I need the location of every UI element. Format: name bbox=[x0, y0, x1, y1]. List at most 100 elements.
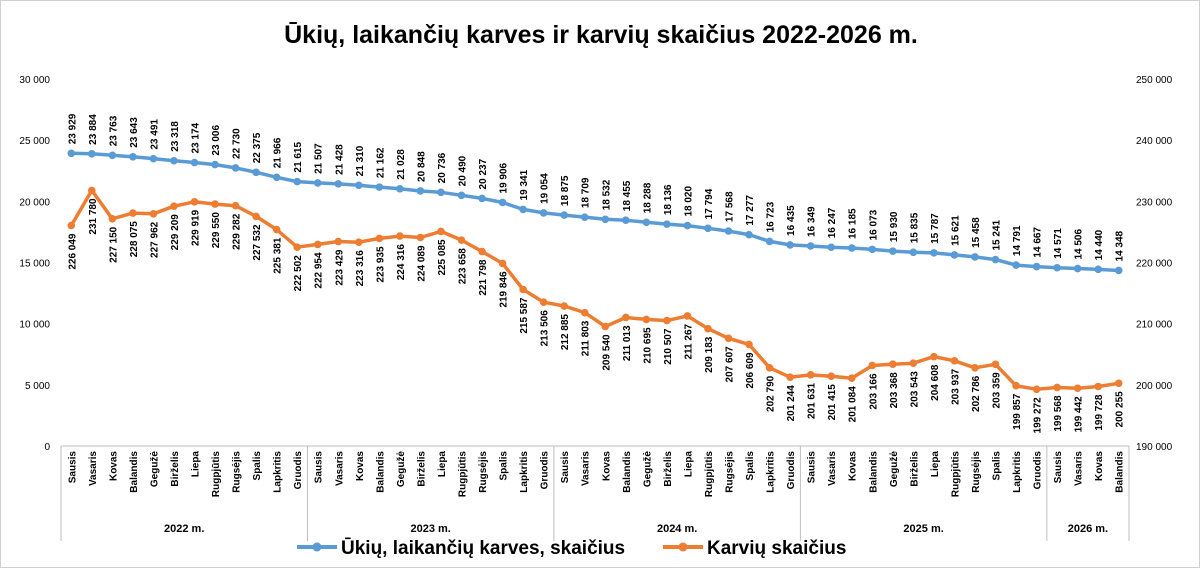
farms-data-label: 18 709 bbox=[581, 177, 592, 208]
farms-series-line bbox=[71, 151, 1119, 273]
x-category-label: Spalis bbox=[252, 451, 263, 481]
x-category-label: Rugsėjis bbox=[971, 451, 982, 493]
farms-data-point bbox=[991, 255, 1000, 264]
cows-data-label: 215 587 bbox=[519, 297, 530, 334]
y-left-tick-label: 10 000 bbox=[19, 320, 50, 331]
cows-data-point bbox=[334, 237, 343, 246]
farms-data-point bbox=[478, 194, 486, 203]
x-category-label: Vasaris bbox=[827, 451, 838, 486]
chart-title: Ūkių, laikančių karves ir karvių skaičiu… bbox=[284, 21, 918, 49]
y-left-tick-label: 25 000 bbox=[19, 136, 50, 147]
cows-data-point bbox=[519, 285, 527, 294]
cows-data-point bbox=[642, 315, 651, 324]
y-right-tick-label: 230 000 bbox=[1136, 197, 1173, 208]
cows-data-point bbox=[252, 212, 260, 221]
cows-data-label: 200 255 bbox=[1115, 391, 1126, 428]
cows-data-label: 203 368 bbox=[889, 372, 900, 409]
cows-data-point bbox=[827, 372, 835, 380]
farms-data-label: 20 490 bbox=[458, 155, 469, 186]
cows-data-label: 201 084 bbox=[848, 386, 859, 423]
cows-data-label: 222 954 bbox=[314, 252, 325, 289]
cows-data-label: 203 359 bbox=[992, 372, 1003, 409]
x-category-label: Sausis bbox=[67, 451, 78, 484]
y-right-tick-label: 220 000 bbox=[1136, 259, 1173, 270]
farms-data-label: 14 667 bbox=[1033, 227, 1044, 258]
farms-data-point bbox=[930, 249, 938, 257]
farms-data-label: 18 288 bbox=[642, 182, 653, 213]
cows-data-label: 222 502 bbox=[293, 255, 304, 292]
x-category-label: Lapkritis bbox=[519, 451, 530, 493]
cows-data-point bbox=[396, 232, 404, 240]
farms-data-label: 17 794 bbox=[704, 188, 715, 219]
farms-data-point bbox=[1114, 266, 1123, 275]
cows-data-label: 211 803 bbox=[581, 320, 592, 356]
cows-data-label: 226 049 bbox=[67, 233, 78, 270]
farms-data-point bbox=[108, 151, 117, 160]
cows-data-point bbox=[560, 302, 568, 310]
x-category-label: Vasaris bbox=[1074, 451, 1085, 486]
y-left-tick-label: 0 bbox=[44, 442, 50, 453]
x-category-label: Vasaris bbox=[334, 451, 345, 486]
cows-data-point bbox=[1114, 379, 1123, 388]
y-right-tick-label: 190 000 bbox=[1136, 442, 1173, 453]
farms-data-point bbox=[355, 181, 363, 190]
farms-data-point bbox=[231, 164, 240, 172]
x-category-label: Rugsėjis bbox=[725, 451, 736, 493]
farms-data-point bbox=[868, 245, 877, 254]
y-left-tick-label: 20 000 bbox=[19, 197, 50, 208]
cows-data-point bbox=[1053, 383, 1061, 392]
cows-data-point bbox=[868, 361, 877, 370]
legend-marker-cows bbox=[678, 542, 688, 552]
y-left-tick-label: 5 000 bbox=[25, 381, 50, 392]
farms-data-label: 21 162 bbox=[375, 147, 386, 178]
cows-data-label: 211 013 bbox=[622, 325, 633, 361]
cows-data-label: 228 075 bbox=[129, 221, 140, 258]
cows-data-point bbox=[211, 200, 219, 208]
x-category-label: Spalis bbox=[745, 451, 756, 481]
cows-data-point bbox=[950, 356, 959, 365]
cows-data-point bbox=[375, 234, 384, 243]
x-category-label: Gegužė bbox=[889, 451, 900, 488]
farms-data-label: 18 020 bbox=[683, 186, 694, 217]
year-label: 2024 m. bbox=[657, 523, 697, 535]
cows-data-label: 201 415 bbox=[827, 384, 838, 421]
cows-data-label: 202 790 bbox=[766, 375, 777, 412]
x-category-label: Liepa bbox=[437, 451, 448, 478]
x-category-label: Gruodis bbox=[293, 451, 304, 490]
cows-data-point bbox=[683, 312, 692, 320]
cows-data-point bbox=[663, 316, 671, 325]
cows-data-label: 229 919 bbox=[191, 209, 202, 246]
x-category-label: Balandis bbox=[129, 451, 140, 493]
cows-data-label: 203 166 bbox=[868, 373, 879, 410]
cows-data-label: 227 150 bbox=[108, 226, 119, 263]
farms-data-point bbox=[724, 227, 733, 235]
cows-data-point bbox=[765, 363, 774, 372]
cows-data-point bbox=[231, 201, 240, 210]
farms-data-label: 15 930 bbox=[889, 211, 900, 242]
x-category-label: Kovas bbox=[848, 451, 859, 481]
cows-data-label: 223 429 bbox=[334, 249, 345, 286]
cows-data-point bbox=[293, 243, 301, 251]
farms-data-label: 20 848 bbox=[416, 151, 427, 182]
farms-data-label: 15 787 bbox=[930, 213, 941, 244]
cows-data-point bbox=[704, 324, 712, 333]
farms-data-label: 23 006 bbox=[211, 125, 222, 156]
y-right-tick-label: 250 000 bbox=[1136, 75, 1173, 86]
cows-data-label: 211 267 bbox=[683, 323, 694, 359]
farms-data-label: 16 185 bbox=[848, 208, 859, 239]
x-category-label: Birželis bbox=[909, 451, 920, 487]
farms-data-label: 15 621 bbox=[950, 215, 961, 246]
farms-data-point bbox=[1094, 265, 1102, 274]
farms-data-point bbox=[396, 184, 404, 193]
x-category-label: Kovas bbox=[108, 451, 119, 481]
y-left-tick-label: 30 000 bbox=[19, 75, 50, 86]
farms-data-point bbox=[847, 244, 856, 252]
farms-data-point bbox=[149, 154, 158, 163]
farms-data-label: 23 318 bbox=[170, 121, 181, 152]
cows-data-label: 209 183 bbox=[704, 336, 715, 373]
farms-data-label: 18 136 bbox=[663, 184, 674, 215]
farms-data-label: 14 440 bbox=[1094, 229, 1105, 260]
y-right-tick-label: 200 000 bbox=[1136, 381, 1173, 392]
cows-data-label: 225 085 bbox=[437, 239, 448, 276]
